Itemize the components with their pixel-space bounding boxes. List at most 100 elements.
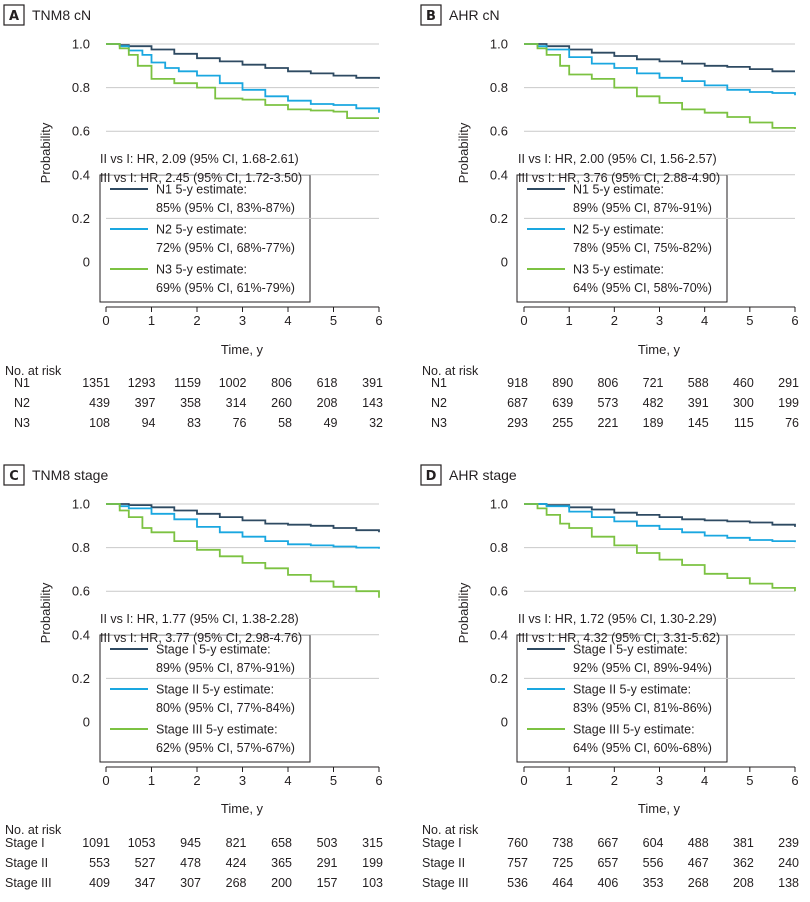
panel-a-x-tick-label: 4 (284, 313, 291, 328)
panel-c-y-tick-label: 0.4 (72, 627, 90, 642)
panel-a-x-axis-label: Time, y (221, 342, 264, 357)
panel-a-risk-count: 391 (362, 376, 383, 390)
panel-d-risk-row-label: Stage II (422, 856, 465, 870)
panel-c-y-tick-label: 0.8 (72, 540, 90, 555)
panel-a-risk-count: 1293 (128, 376, 156, 390)
panel-d-risk-count: 268 (688, 876, 709, 890)
panel-d-x-tick-label: 6 (791, 773, 798, 788)
panel-a-y-tick-label: 1.0 (72, 37, 90, 52)
panel-a-legend-estimate-2: 72% (95% CI, 68%-77%) (156, 241, 295, 255)
panel-b-hr-annotation: II vs I: HR, 2.00 (95% CI, 1.56-2.57) (518, 152, 717, 166)
panel-a-title: TNM8 cN (32, 7, 91, 23)
panel-a-x-tick-label: 5 (330, 313, 337, 328)
panel-b-legend-estimate-3: 64% (95% CI, 58%-70%) (573, 281, 712, 295)
panel-c-x-tick-label: 0 (102, 773, 109, 788)
panel-b-hr-annotation: III vs I: HR, 3.76 (95% CI, 2.88-4.90) (518, 171, 720, 185)
panel-d-y-tick-label: 0.6 (490, 584, 508, 599)
panel-b-x-tick-label: 1 (566, 313, 573, 328)
panel-c-x-tick-label: 1 (148, 773, 155, 788)
panel-d-y-tick-label: 0.2 (490, 671, 508, 686)
panel-c-risk-count: 291 (317, 856, 338, 870)
panel-c-x-tick-label: 3 (239, 773, 246, 788)
panel-a-x-tick-label: 6 (375, 313, 382, 328)
panel-a-legend-label-3: N3 5-y estimate: (156, 263, 247, 277)
panel-d-risk-count: 488 (688, 836, 709, 850)
panel-d-y-axis-label: Probability (456, 582, 471, 643)
panel-c-risk-count: 503 (317, 836, 338, 850)
panel-a-legend-estimate-1: 85% (95% CI, 83%-87%) (156, 201, 295, 215)
panel-b-y-tick-label: 0.6 (490, 124, 508, 139)
panel-c-risk-count: 307 (180, 876, 201, 890)
panel-b-badge: B (426, 9, 436, 24)
panel-a-risk-count: 49 (324, 416, 338, 430)
panel-d-legend-label-1: Stage I 5-y estimate: (573, 643, 688, 657)
panel-a-badge-box (3, 4, 25, 26)
panel-d-x-axis-label: Time, y (638, 801, 681, 816)
panel-a-risk-row-label: N3 (14, 416, 30, 430)
panel-c: C TNM8 stage Probability Time, y No. at … (3, 464, 383, 890)
panel-d-hr-annotation: III vs I: HR, 4.32 (95% CI, 3.31-5.62) (518, 631, 720, 645)
panel-c-legend-estimate-2: 80% (95% CI, 77%-84%) (156, 701, 295, 715)
panel-a-y-tick-label: 0 (83, 255, 90, 270)
panel-b-risk-count: 573 (597, 396, 618, 410)
panel-d-badge-box (420, 464, 442, 486)
panel-b-x-tick-label: 5 (746, 313, 753, 328)
panel-b-risk-row-label: N3 (431, 416, 447, 430)
panel-d-series-2-curve (524, 503, 796, 543)
panel-b-series-2-curve (524, 43, 796, 96)
panel-b-series-1-curve (524, 43, 795, 73)
panel-c-risk-count: 1053 (128, 836, 156, 850)
panel-b-title: AHR cN (449, 7, 500, 23)
panel-b-risk-count: 300 (733, 396, 754, 410)
panel-b-x-tick-label: 4 (701, 313, 708, 328)
panel-a-risk-title: No. at risk (5, 364, 62, 378)
panel-a-y-axis-label: Probability (38, 122, 53, 183)
panel-b-risk-count: 588 (688, 376, 709, 390)
panel-b-legend-estimate-2: 78% (95% CI, 75%-82%) (573, 241, 712, 255)
panel-c-risk-count: 268 (226, 876, 247, 890)
panel-a-risk-count: 1002 (219, 376, 247, 390)
panel-a-x-tick-label: 2 (193, 313, 200, 328)
panel-a: A TNM8 cN Probability Time, y No. at ris… (3, 4, 383, 430)
panel-c-risk-count: 365 (271, 856, 292, 870)
panel-c-risk-count: 315 (362, 836, 383, 850)
panel-d-legend-estimate-2: 83% (95% CI, 81%-86%) (573, 701, 712, 715)
panel-b-risk-count: 189 (643, 416, 664, 430)
panel-d-x-tick-label: 2 (611, 773, 618, 788)
panel-d-legend-label-2: Stage II 5-y estimate: (573, 683, 691, 697)
panel-a-hr-annotation: III vs I: HR, 2.45 (95% CI, 1.72-3.50) (100, 171, 302, 185)
panel-d-risk-count: 657 (597, 856, 618, 870)
panel-d-x-tick-label: 0 (520, 773, 527, 788)
panel-d-x-tick-label: 5 (746, 773, 753, 788)
panel-b-y-tick-label: 0.2 (490, 211, 508, 226)
panel-b-risk-count: 199 (778, 396, 799, 410)
panel-a-x-tick-label: 3 (239, 313, 246, 328)
panel-b-risk-count: 482 (643, 396, 664, 410)
panel-a-risk-count: 1159 (174, 376, 201, 390)
panel-d-risk-count: 208 (733, 876, 754, 890)
panel-a-risk-count: 618 (317, 376, 338, 390)
panel-c-risk-count: 1091 (82, 836, 110, 850)
panel-c-risk-count: 200 (271, 876, 292, 890)
panel-d-x-tick-label: 3 (656, 773, 663, 788)
panel-a-series-3-curve (106, 43, 379, 119)
panel-c-legend-box (99, 634, 311, 763)
panel-c-y-tick-label: 0.6 (72, 584, 90, 599)
panel-a-risk-count: 143 (362, 396, 383, 410)
panel-c-badge-box (3, 464, 25, 486)
panel-b-y-tick-label: 1.0 (490, 37, 508, 52)
panel-d-x-tick-label: 1 (566, 773, 573, 788)
panel-c-legend-estimate-1: 89% (95% CI, 87%-91%) (156, 661, 295, 675)
panel-c-x-tick-label: 2 (193, 773, 200, 788)
panel-d-risk-count: 138 (778, 876, 799, 890)
panel-a-legend-estimate-3: 69% (95% CI, 61%-79%) (156, 281, 295, 295)
panel-a-risk-count: 83 (187, 416, 201, 430)
panel-b-series-3-curve (524, 43, 796, 129)
panel-a-risk-count: 1351 (82, 376, 110, 390)
panel-b-x-tick-label: 0 (520, 313, 527, 328)
panel-b-risk-count: 806 (597, 376, 618, 390)
panel-a-y-tick-label: 0.4 (72, 167, 90, 182)
panel-b-legend-estimate-1: 89% (95% CI, 87%-91%) (573, 201, 712, 215)
panel-d-series-3-curve (524, 503, 796, 592)
panel-b-badge-box (420, 4, 442, 26)
